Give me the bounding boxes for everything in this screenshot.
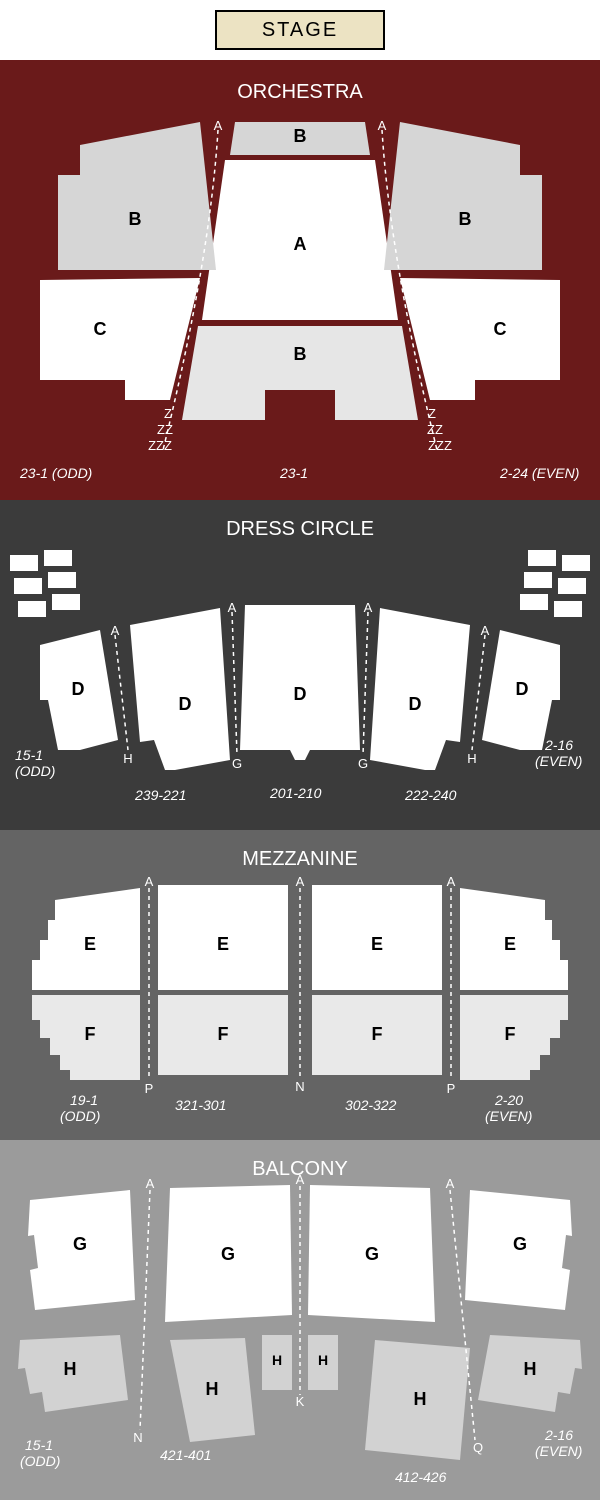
section-letter: E bbox=[217, 934, 229, 954]
section-letter: G bbox=[221, 1244, 235, 1264]
section-letter: H bbox=[64, 1359, 77, 1379]
row-label: ZZ bbox=[157, 422, 173, 437]
section-letter: E bbox=[84, 934, 96, 954]
section-letter: D bbox=[409, 694, 422, 714]
orchestra-center-bottom-label: B bbox=[294, 344, 307, 364]
section-letter: F bbox=[85, 1024, 96, 1044]
row-label: Q bbox=[473, 1440, 483, 1455]
stage-box: STAGE bbox=[215, 10, 385, 50]
section-letter: H bbox=[318, 1352, 328, 1368]
row-label: P bbox=[145, 1081, 154, 1096]
seat-label: 321-301 bbox=[175, 1097, 226, 1113]
row-label: A bbox=[296, 874, 305, 889]
dc-section-d3[interactable] bbox=[240, 605, 360, 760]
section-letter: H bbox=[206, 1379, 219, 1399]
row-label: A bbox=[364, 600, 373, 615]
seat-label: 23-1 bbox=[279, 465, 308, 481]
level-dress-circle: DRESS CIRCLE D D D D D A A A A H G G H 1… bbox=[0, 500, 600, 830]
dresscircle-title: DRESS CIRCLE bbox=[226, 518, 374, 540]
section-letter: G bbox=[73, 1234, 87, 1254]
section-letter: G bbox=[513, 1234, 527, 1254]
section-letter: F bbox=[505, 1024, 516, 1044]
row-label: A bbox=[111, 623, 120, 638]
row-label: A bbox=[296, 1172, 305, 1187]
level-mezzanine: MEZZANINE E E E E F F F F A A A P N P 19… bbox=[0, 830, 600, 1140]
section-letter: E bbox=[504, 934, 516, 954]
row-label: Z bbox=[164, 406, 172, 421]
seat-label: 239-221 bbox=[134, 787, 186, 803]
section-letter: G bbox=[365, 1244, 379, 1264]
row-label: A bbox=[446, 1176, 455, 1191]
row-label: ZZ bbox=[427, 422, 443, 437]
section-letter: H bbox=[414, 1389, 427, 1409]
row-label: A bbox=[228, 600, 237, 615]
row-label: A bbox=[145, 874, 154, 889]
section-letter: H bbox=[524, 1359, 537, 1379]
row-label: A bbox=[378, 118, 387, 133]
row-label: A bbox=[214, 118, 223, 133]
stage-row: STAGE bbox=[0, 0, 600, 60]
section-letter: H bbox=[272, 1352, 282, 1368]
level-orchestra: ORCHESTRA B A B B B C C A A Z ZZ ZZZ Z Z… bbox=[0, 60, 600, 500]
row-label: N bbox=[295, 1079, 304, 1094]
seat-label: 222-240 bbox=[404, 787, 457, 803]
row-label: A bbox=[481, 623, 490, 638]
row-label: K bbox=[296, 1394, 305, 1409]
row-label: A bbox=[447, 874, 456, 889]
level-balcony: BALCONY G G G G H H H H H H A A A K N Q … bbox=[0, 1140, 600, 1500]
orchestra-left-c-label: C bbox=[94, 319, 107, 339]
seat-label: 302-322 bbox=[345, 1097, 397, 1113]
orchestra-right-c-label: C bbox=[494, 319, 507, 339]
row-label: ZZZ bbox=[428, 438, 452, 453]
seat-label: 23-1 (ODD) bbox=[19, 465, 92, 481]
row-label: G bbox=[358, 756, 368, 771]
section-letter: D bbox=[179, 694, 192, 714]
seat-label: 412-426 bbox=[395, 1469, 447, 1485]
row-label: A bbox=[146, 1176, 155, 1191]
row-label: P bbox=[447, 1081, 456, 1096]
section-letter: D bbox=[72, 679, 85, 699]
seat-label: 201-210 bbox=[269, 785, 322, 801]
orchestra-center-top-label: B bbox=[294, 126, 307, 146]
row-label: H bbox=[123, 751, 132, 766]
section-letter: F bbox=[218, 1024, 229, 1044]
section-letter: D bbox=[294, 684, 307, 704]
row-label: H bbox=[467, 751, 476, 766]
row-label: ZZZ bbox=[148, 438, 172, 453]
section-letter: D bbox=[516, 679, 529, 699]
seat-label: 2-24 (EVEN) bbox=[499, 465, 579, 481]
seat-label: 421-401 bbox=[160, 1447, 211, 1463]
orchestra-center-a-label: A bbox=[294, 234, 307, 254]
section-letter: F bbox=[372, 1024, 383, 1044]
orchestra-right-b-label: B bbox=[459, 209, 472, 229]
orchestra-title: ORCHESTRA bbox=[237, 81, 363, 103]
row-label: G bbox=[232, 756, 242, 771]
row-label: Z bbox=[428, 406, 436, 421]
row-label: N bbox=[133, 1430, 142, 1445]
mezz-title: MEZZANINE bbox=[242, 848, 358, 870]
orchestra-left-b-label: B bbox=[129, 209, 142, 229]
section-letter: E bbox=[371, 934, 383, 954]
